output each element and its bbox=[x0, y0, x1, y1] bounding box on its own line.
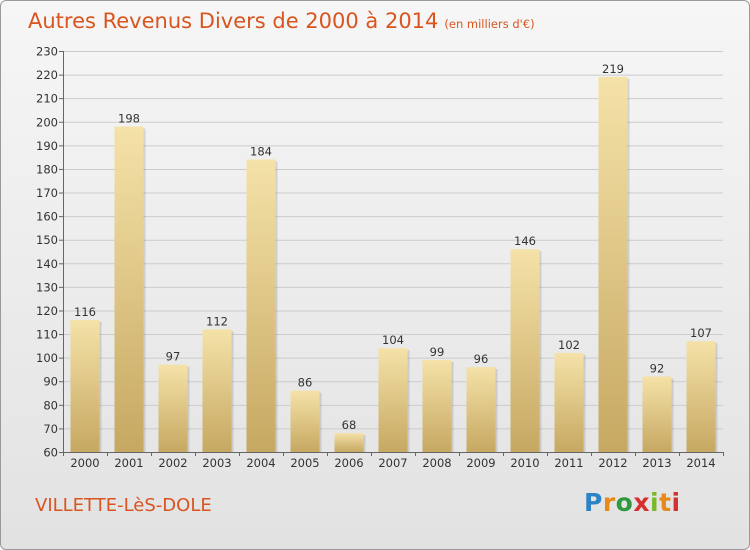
data-label: 146 bbox=[514, 234, 536, 248]
x-tick-label: 2006 bbox=[334, 456, 363, 470]
bar-2010 bbox=[510, 249, 540, 452]
data-label: 92 bbox=[650, 362, 665, 376]
x-tick-label: 2000 bbox=[70, 456, 99, 470]
y-tick-label: 230 bbox=[36, 45, 58, 59]
y-tick-label: 150 bbox=[36, 233, 58, 247]
x-tick-label: 2012 bbox=[598, 456, 627, 470]
bar-2006 bbox=[334, 433, 364, 452]
bar-2013 bbox=[642, 376, 672, 452]
chart-title: Autres Revenus Divers de 2000 à 2014 (en … bbox=[28, 9, 535, 33]
data-label: 219 bbox=[602, 62, 624, 76]
x-tick-label: 2013 bbox=[642, 456, 671, 470]
data-label: 68 bbox=[342, 418, 357, 432]
x-tick-label: 2001 bbox=[114, 456, 143, 470]
proxiti-logo: Proxiti bbox=[584, 488, 681, 517]
bar-2001 bbox=[114, 126, 144, 452]
bar-2000 bbox=[70, 319, 100, 452]
y-tick-label: 110 bbox=[36, 328, 58, 342]
logo-letter: i bbox=[650, 488, 660, 517]
y-tick-label: 120 bbox=[36, 304, 58, 318]
commune-name: VILLETTE-LèS-DOLE bbox=[35, 495, 212, 516]
data-label: 184 bbox=[250, 145, 272, 159]
x-tick-label: 2014 bbox=[686, 456, 715, 470]
x-tick-label: 2004 bbox=[246, 456, 275, 470]
data-label: 116 bbox=[74, 305, 96, 319]
y-tick-label: 130 bbox=[36, 280, 58, 294]
y-tick-label: 80 bbox=[43, 398, 58, 412]
x-tick-label: 2009 bbox=[466, 456, 495, 470]
x-tick-label: 2003 bbox=[202, 456, 231, 470]
x-tick-label: 2011 bbox=[554, 456, 583, 470]
bar-2005 bbox=[290, 390, 320, 452]
data-label: 86 bbox=[298, 376, 313, 390]
logo-letter: P bbox=[584, 488, 603, 517]
y-tick-label: 180 bbox=[36, 162, 58, 176]
bar-2012 bbox=[598, 76, 628, 453]
logo-letter: x bbox=[633, 488, 650, 517]
y-tick-label: 100 bbox=[36, 351, 58, 365]
bar-2011 bbox=[554, 352, 584, 452]
y-axis: 60 70 80 90 100 110 120 130 140 150 160 170 180 190 20… bbox=[36, 45, 64, 460]
data-label: 107 bbox=[690, 326, 712, 340]
bar-2007 bbox=[378, 348, 408, 452]
logo-letter: t bbox=[659, 488, 672, 517]
x-axis: 2000 2001 2002 2003 2004 2005 2006 2007 2008 2009… bbox=[63, 452, 724, 470]
y-tick-label: 90 bbox=[43, 375, 58, 389]
y-tick-label: 190 bbox=[36, 139, 58, 153]
logo-letter: r bbox=[602, 488, 616, 517]
x-tick-label: 2002 bbox=[158, 456, 187, 470]
y-tick-label: 140 bbox=[36, 257, 58, 271]
data-label: 112 bbox=[206, 314, 228, 328]
data-label: 198 bbox=[118, 111, 140, 125]
bar-2004 bbox=[246, 159, 276, 452]
bar-2002 bbox=[158, 364, 188, 452]
y-tick-label: 200 bbox=[36, 115, 58, 129]
x-tick-label: 2010 bbox=[510, 456, 539, 470]
y-tick-label: 60 bbox=[43, 446, 58, 460]
x-tick-label: 2008 bbox=[422, 456, 451, 470]
y-tick-label: 170 bbox=[36, 186, 58, 200]
y-tick-label: 220 bbox=[36, 68, 58, 82]
chart-title-unit: (en milliers d'€) bbox=[444, 17, 535, 31]
y-tick-label: 210 bbox=[36, 92, 58, 106]
chart-title-text: Autres Revenus Divers de 2000 à 2014 bbox=[28, 9, 439, 33]
data-label: 104 bbox=[382, 333, 404, 347]
bar-2009 bbox=[466, 367, 496, 452]
bar-2008 bbox=[422, 360, 452, 452]
x-tick-label: 2007 bbox=[378, 456, 407, 470]
data-label: 99 bbox=[430, 345, 445, 359]
data-label: 96 bbox=[474, 352, 489, 366]
y-tick-label: 70 bbox=[43, 422, 58, 436]
x-tick-label: 2005 bbox=[290, 456, 319, 470]
bar-2003 bbox=[202, 329, 232, 452]
data-label: 97 bbox=[166, 350, 181, 364]
bars: 116 198 97 112 184 86 68 104 99 96 146 102 219 92 107 bbox=[70, 62, 718, 453]
logo-letter: o bbox=[615, 488, 634, 517]
bar-2014 bbox=[686, 341, 716, 452]
logo-letter: i bbox=[671, 488, 681, 517]
data-label: 102 bbox=[558, 338, 580, 352]
y-tick-label: 160 bbox=[36, 210, 58, 224]
